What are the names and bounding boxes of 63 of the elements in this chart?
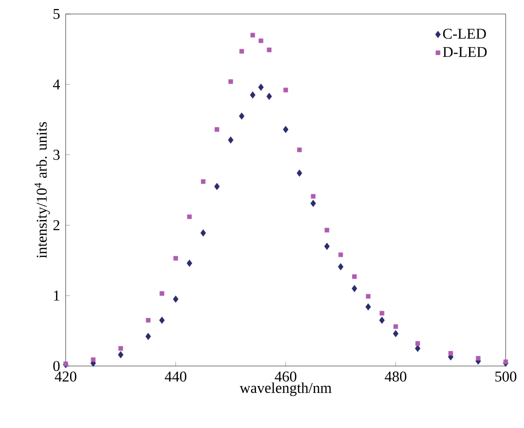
- point: [366, 294, 370, 299]
- point: [258, 84, 264, 91]
- point: [186, 260, 192, 267]
- point: [324, 228, 330, 232]
- point: [146, 318, 150, 323]
- point: [200, 179, 206, 184]
- point: [214, 182, 220, 190]
- point: [380, 310, 384, 316]
- point: [282, 126, 288, 134]
- point: [159, 316, 165, 324]
- y-tick-label: 3: [53, 150, 60, 160]
- x-tick-label: 480: [384, 372, 406, 382]
- point: [414, 344, 420, 352]
- point: [145, 332, 151, 340]
- point: [365, 303, 371, 310]
- x-axis-title: wavelength/nm: [240, 382, 332, 396]
- point: [297, 148, 302, 152]
- point: [338, 252, 343, 258]
- y-tick-label: 5: [54, 9, 60, 19]
- point: [352, 274, 357, 279]
- point: [324, 242, 330, 250]
- point: [338, 263, 344, 270]
- legend-label: C-LED: [443, 28, 486, 39]
- point: [200, 229, 206, 237]
- point: [415, 341, 420, 346]
- point: [503, 359, 508, 364]
- point: [90, 357, 96, 362]
- x-tick-label: 420: [54, 372, 76, 382]
- y-tick-label: 0: [53, 360, 60, 372]
- point: [118, 346, 123, 351]
- x-tick-label: 460: [274, 372, 296, 382]
- y-tick-label: 1: [54, 290, 60, 301]
- x-tick-label: 440: [164, 372, 186, 382]
- point: [476, 356, 480, 361]
- point: [118, 351, 124, 358]
- point: [228, 136, 234, 144]
- point: [448, 351, 453, 356]
- point: [250, 32, 255, 38]
- point: [238, 112, 244, 120]
- point: [392, 330, 398, 338]
- point: [239, 49, 244, 54]
- point: [214, 127, 220, 132]
- point: [310, 200, 316, 207]
- y-axis-title: intensity/10$^{4}$ arb. units: [34, 122, 50, 258]
- point: [266, 92, 272, 100]
- point: [379, 316, 385, 324]
- point: [187, 214, 192, 220]
- point: [352, 284, 358, 292]
- point: [266, 48, 272, 52]
- point: [173, 256, 178, 261]
- point: [228, 79, 233, 84]
- point: [310, 194, 316, 199]
- point: [258, 38, 264, 44]
- legend-label: D-LED: [442, 47, 487, 57]
- point: [296, 170, 302, 177]
- point: [283, 88, 288, 92]
- point: [250, 91, 256, 99]
- y-tick-label: 4: [53, 79, 60, 90]
- point: [172, 296, 178, 303]
- point: [393, 324, 398, 329]
- y-tick-label: 2: [53, 220, 60, 230]
- x-tick-label: 500: [495, 372, 516, 382]
- point: [160, 291, 164, 296]
